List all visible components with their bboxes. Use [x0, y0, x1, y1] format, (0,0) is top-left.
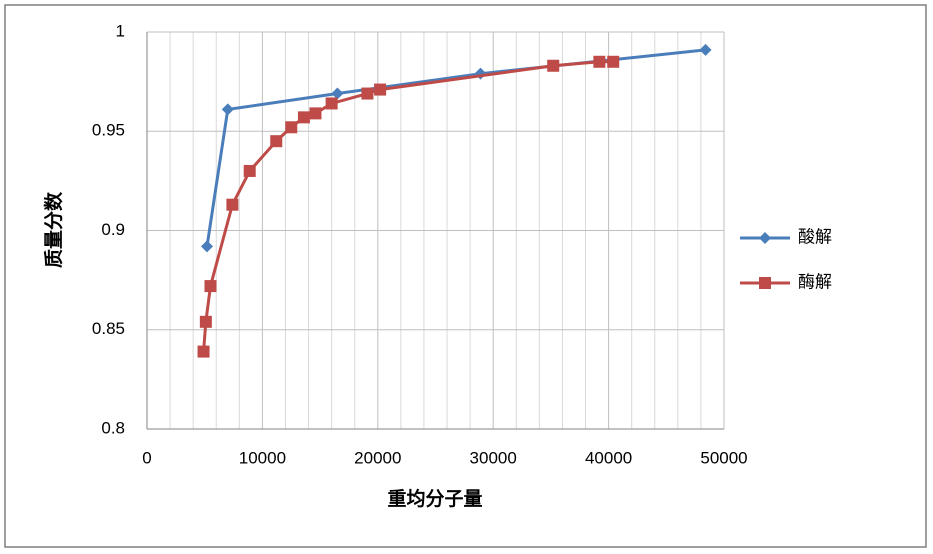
data-point	[221, 103, 234, 116]
legend-label: 酶解	[798, 272, 832, 291]
data-point	[201, 240, 214, 253]
data-point	[593, 55, 606, 68]
y-tick-label: 0.85	[92, 319, 125, 338]
data-point	[199, 315, 212, 328]
data-point	[374, 83, 387, 96]
y-tick-label: 1	[116, 21, 125, 40]
data-point	[204, 280, 217, 293]
data-point	[226, 198, 239, 211]
x-tick-label: 40000	[585, 448, 632, 467]
data-point	[270, 135, 283, 148]
data-point	[325, 97, 338, 110]
data-point	[699, 43, 712, 56]
y-tick-label: 0.8	[101, 418, 125, 437]
data-point	[361, 87, 374, 100]
x-tick-label: 50000	[700, 448, 747, 467]
data-point	[243, 164, 256, 177]
data-point	[547, 59, 560, 72]
legend-marker	[759, 232, 771, 244]
x-tick-label: 30000	[470, 448, 517, 467]
data-point	[297, 111, 310, 124]
x-tick-label: 10000	[239, 448, 286, 467]
y-axis-title: 质量分数	[42, 191, 65, 268]
data-point	[309, 107, 322, 120]
y-tick-label: 0.95	[92, 121, 125, 140]
chart-frame	[4, 4, 927, 548]
x-tick-label: 0	[142, 448, 151, 467]
data-point	[331, 87, 344, 100]
legend-label: 酸解	[798, 227, 832, 246]
x-tick-label: 20000	[354, 448, 401, 467]
legend-marker	[759, 277, 771, 289]
data-point	[607, 55, 620, 68]
data-point	[197, 345, 210, 358]
x-axis-title: 重均分子量	[387, 487, 482, 510]
y-tick-label: 0.9	[101, 220, 125, 239]
data-point	[285, 121, 298, 134]
